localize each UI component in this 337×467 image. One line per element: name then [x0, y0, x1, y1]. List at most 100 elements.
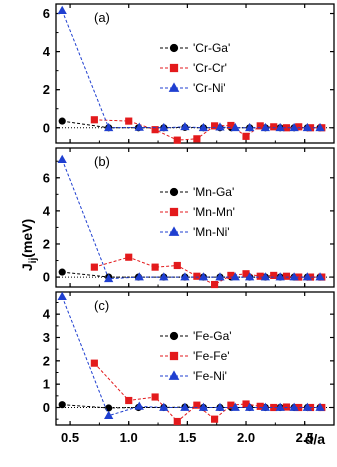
legend-marker-square — [169, 63, 179, 73]
legend-label: 'Cr-Ni' — [193, 81, 226, 95]
x-axis-title: d/a — [305, 431, 325, 447]
data-point-triangle — [134, 401, 144, 410]
data-point-square — [193, 272, 201, 280]
data-point-triangle — [302, 122, 313, 132]
legend-marker-triangle — [168, 226, 180, 236]
data-point-square — [256, 402, 264, 410]
data-point-square — [270, 403, 278, 412]
data-point-square — [193, 135, 201, 143]
data-point-square — [173, 417, 181, 426]
legend-label: 'Mn-Ni' — [193, 225, 230, 239]
data-point-square — [151, 126, 159, 134]
data-point-triangle — [289, 122, 299, 132]
legend-label: 'Fe-Fe' — [193, 349, 230, 363]
data-point-triangle — [245, 122, 255, 132]
y-tick-label: 4 — [43, 44, 51, 59]
data-point-triangle — [104, 410, 114, 420]
data-point-square — [90, 263, 98, 271]
data-point-triangle — [260, 402, 271, 411]
panel-b: 0 2 4 6 (b) 'Mn-Ga' 'Mn-Mn' 'Mn-Ni' — [43, 147, 335, 289]
data-point-square — [125, 396, 133, 405]
data-point-square — [227, 401, 235, 409]
x-tick-label: 0.5 — [61, 430, 79, 445]
series-line-2 — [61, 296, 321, 417]
data-point-triangle — [198, 122, 209, 132]
legend-marker-square — [169, 351, 179, 361]
data-point-triangle — [245, 272, 255, 281]
y-tick-label: 0 — [43, 120, 50, 135]
y-tick-label: 2 — [43, 353, 50, 368]
legend-marker-circle — [169, 43, 179, 53]
y-tick-label: 0 — [43, 270, 50, 285]
legend-label: 'Fe-Ni' — [193, 369, 227, 383]
data-point-circle — [58, 401, 66, 409]
data-point-triangle — [159, 402, 169, 411]
data-point-triangle — [315, 402, 325, 411]
data-point-square — [227, 271, 235, 279]
legend-marker-triangle — [168, 82, 180, 92]
legend-marker-square — [169, 207, 179, 217]
y-axis-title-unit: (meV) — [19, 219, 35, 258]
data-point-square — [151, 393, 159, 401]
plot-frame — [55, 147, 335, 288]
data-point-square — [256, 122, 264, 130]
data-point-square — [125, 253, 133, 261]
legend-label: 'Mn-Mn' — [193, 205, 235, 219]
data-point-triangle — [215, 402, 225, 411]
legend-label: 'Cr-Ga' — [193, 41, 230, 55]
data-point-square — [193, 401, 201, 409]
data-point-square — [270, 123, 278, 131]
y-axis-title: Jij(meV) — [19, 219, 39, 271]
panel-label: (c) — [94, 298, 109, 313]
plot-frame — [55, 291, 335, 426]
data-point-square — [90, 116, 98, 124]
y-axis-title-sub: ij — [28, 258, 39, 264]
data-point-triangle — [315, 122, 325, 132]
y-tick-label: 4 — [43, 307, 51, 322]
series-line-2 — [61, 10, 321, 129]
data-point-square — [173, 261, 181, 270]
legend-marker-circle — [169, 331, 179, 341]
data-point-triangle — [57, 291, 67, 301]
y-tick-label: 6 — [43, 6, 50, 21]
data-point-triangle — [159, 122, 169, 132]
data-point-square — [256, 272, 264, 280]
data-point-triangle — [159, 272, 169, 281]
series-line-2 — [61, 159, 321, 280]
data-point-triangle — [289, 272, 299, 281]
data-point-triangle — [275, 402, 285, 411]
x-tick-label: 2.0 — [237, 430, 255, 445]
data-point-triangle — [215, 272, 225, 281]
data-point-triangle — [57, 154, 67, 163]
data-point-triangle — [104, 122, 114, 132]
data-point-triangle — [134, 272, 144, 281]
data-point-circle — [58, 117, 66, 125]
data-point-square — [242, 270, 250, 278]
x-tick-label: 1.5 — [178, 430, 196, 445]
data-point-triangle — [302, 272, 313, 281]
legend-label: 'Mn-Ga' — [193, 185, 234, 199]
series-line-0 — [62, 404, 321, 409]
data-point-triangle — [180, 121, 190, 131]
data-point-triangle — [215, 122, 225, 131]
y-tick-label: 0 — [43, 400, 50, 415]
data-point-square — [242, 400, 250, 408]
panel-a: 0 2 4 6 (a) 'Cr-Ga' 'Cr-Cr' 'Cr-Ni' — [43, 3, 335, 144]
data-point-circle — [58, 268, 66, 276]
data-point-triangle — [275, 122, 285, 132]
data-point-triangle — [180, 402, 190, 411]
data-point-triangle — [315, 272, 325, 281]
panel-label: (a) — [94, 10, 110, 25]
plot-frame — [55, 3, 335, 144]
data-point-triangle — [230, 272, 240, 281]
panel-label: (b) — [94, 154, 110, 169]
y-tick-label: 1 — [43, 377, 50, 392]
x-tick-label: 1.0 — [120, 430, 138, 445]
legend-marker-triangle — [168, 370, 180, 380]
data-point-square — [227, 121, 235, 130]
data-point-square — [270, 271, 278, 279]
x-tick-label: 2.5 — [296, 430, 314, 445]
y-tick-label: 2 — [43, 236, 50, 251]
y-axis-title-main: J — [19, 263, 35, 271]
